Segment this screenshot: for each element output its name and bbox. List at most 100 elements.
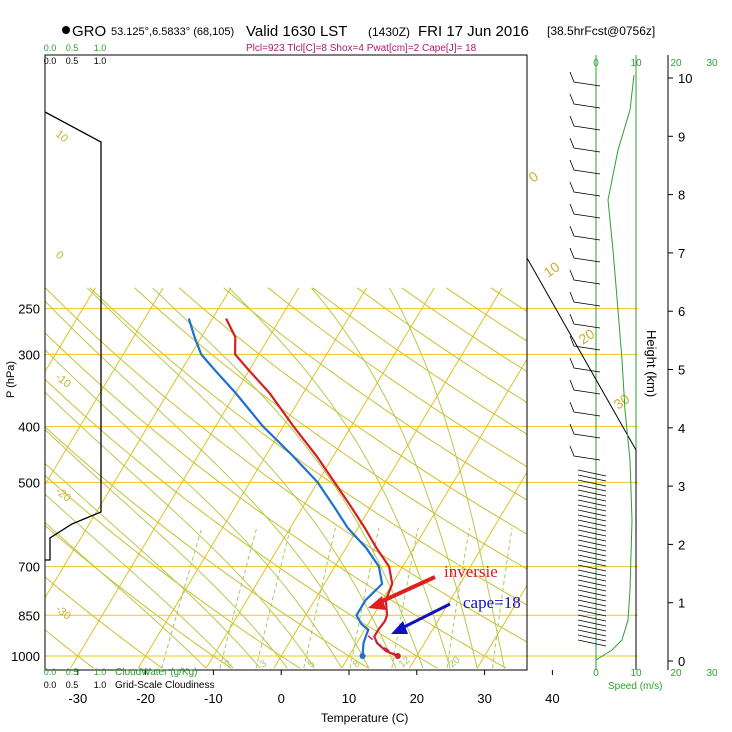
mixing-ratio-label: 3: [258, 658, 270, 670]
wind-barb-icon: [577, 529, 607, 537]
wind-barb-icon: [577, 489, 607, 497]
mixing-ratio-line: [391, 527, 419, 669]
wind-barb-icon: [569, 423, 601, 439]
cloudwater-tick-label: 0.5: [66, 667, 79, 677]
wind-barb-icon: [577, 509, 607, 517]
pressure-tick-label: 250: [18, 302, 40, 317]
wind-barb-icon: [569, 159, 601, 175]
cloudiness-tick-label: 0.0: [44, 56, 57, 66]
isotherm-line: [409, 471, 527, 669]
temperature-tick-label: -30: [68, 691, 87, 706]
speed-tick-label: 30: [706, 668, 718, 679]
moist-adiabat-line: [45, 429, 288, 669]
cloudwater-tick-label: 1.0: [94, 43, 107, 53]
cape-annotation: cape=18: [391, 593, 521, 634]
wind-barb-icon: [577, 629, 607, 637]
wind-barb-icon: [577, 519, 607, 527]
pressure-tick-label: 500: [18, 475, 40, 490]
temperature-tick-label: 40: [545, 691, 559, 706]
height-tick-label: 6: [678, 304, 685, 319]
isotherm-line: [70, 287, 300, 669]
temperature-tick-label: -10: [204, 691, 223, 706]
cloudiness-tick-label: 0.5: [66, 680, 79, 690]
cape-arrow: [399, 602, 451, 631]
speed-tick-label: 0: [593, 668, 599, 679]
mixing-ratio-label: 20: [447, 654, 463, 670]
inversion-label: inversie: [444, 562, 498, 581]
wind-barb-icon: [577, 599, 607, 607]
wind-barb-icon: [577, 484, 607, 492]
moist-adiabat-label: 30: [611, 390, 633, 412]
mixing-ratio-label: 8: [351, 658, 363, 670]
isotherm-label: 10: [53, 128, 70, 145]
cape-arrowhead-icon: [391, 621, 408, 634]
isotherm-line: [476, 584, 527, 669]
pressure-tick-label: 850: [18, 608, 40, 623]
mixing-ratio-line: [161, 527, 203, 669]
wind-barb-icon: [569, 71, 601, 87]
parcel-trace: [367, 629, 399, 657]
temperature-trace: [225, 318, 399, 658]
pressure-tick-label: 300: [18, 347, 40, 362]
station-coords: 53.125°,6.5833° (68,105): [111, 26, 234, 38]
cloudiness-profile: [44, 111, 102, 561]
wind-barb-icon: [577, 549, 607, 557]
wind-barb-icon: [577, 589, 607, 597]
height-tick-label: 9: [678, 129, 685, 144]
wind-barb-icon: [577, 564, 607, 572]
cloudwater-tick-label: 1.0: [94, 667, 107, 677]
mixing-ratio-line: [303, 527, 336, 669]
mixing-ratio-line: [255, 527, 292, 669]
isotherm-line: [137, 287, 367, 669]
isotherm-line: [205, 287, 435, 669]
wind-barb-icon: [569, 445, 601, 461]
inversion-annotation: inversie: [368, 562, 498, 610]
station-marker-icon: [62, 26, 70, 34]
temperature-tick-label: 30: [477, 691, 491, 706]
wind-barb-icon: [577, 584, 607, 592]
dry-adiabat-line: [625, 288, 732, 668]
moist-adiabat-line: [45, 521, 207, 669]
wind-barb-icon: [577, 524, 607, 532]
moist-adiabat-line: [152, 287, 424, 669]
temperature-tick-label: -20: [136, 691, 155, 706]
height-tick-label: 10: [678, 71, 692, 86]
moist-adiabat-line: [45, 391, 315, 669]
mixing-ratio-label: 2: [223, 658, 235, 670]
mixing-ratio-label: 5: [306, 658, 318, 670]
wind-barb-icon: [577, 619, 607, 627]
cloudwater-axis-title: CloudWater (g/Kg): [115, 667, 197, 678]
wind-barb-icon: [577, 494, 607, 502]
moist-adiabat-label: 0: [526, 168, 542, 186]
cloudiness-tick-label: 0.0: [44, 680, 57, 690]
plot-frame: [44, 54, 528, 671]
moist-adiabat-line: [45, 349, 343, 669]
cloudwater-tick-label: 0.0: [44, 667, 57, 677]
height-tick-label: 1: [678, 596, 685, 611]
wind-barb-icon: [577, 534, 607, 542]
wind-barb-icon: [577, 469, 607, 477]
wind-barb-icon: [577, 569, 607, 577]
dry-adiabat-line: [134, 287, 527, 570]
moist-adiabat-line: [45, 493, 234, 669]
moist-adiabat-line: [311, 287, 478, 669]
isotherm-line: [273, 287, 503, 669]
dry-adiabat-line: [356, 287, 527, 404]
dry-adiabat-line: [45, 576, 163, 669]
valid-time: Valid 1630 LST: [246, 23, 347, 40]
pressure-tick-label: 700: [18, 560, 40, 575]
moist-adiabat-line: [45, 300, 370, 669]
wind-barb-icon: [569, 379, 601, 395]
speed-tick-label: 30: [706, 58, 718, 69]
temperature-axis-title: Temperature (C): [321, 711, 408, 725]
moist-adiabat-line: [86, 287, 397, 669]
cape-label: cape=18: [463, 593, 521, 612]
chart-date: FRI 17 Jun 2016: [418, 23, 529, 40]
wind-barb-icon: [577, 609, 607, 617]
cloudiness-tick-label: 1.0: [94, 56, 107, 66]
panel-boundary: [526, 257, 637, 670]
dry-adiabat-line: [714, 288, 732, 668]
height-axis-title: Height (km): [644, 330, 659, 397]
height-tick-label: 8: [678, 188, 685, 203]
